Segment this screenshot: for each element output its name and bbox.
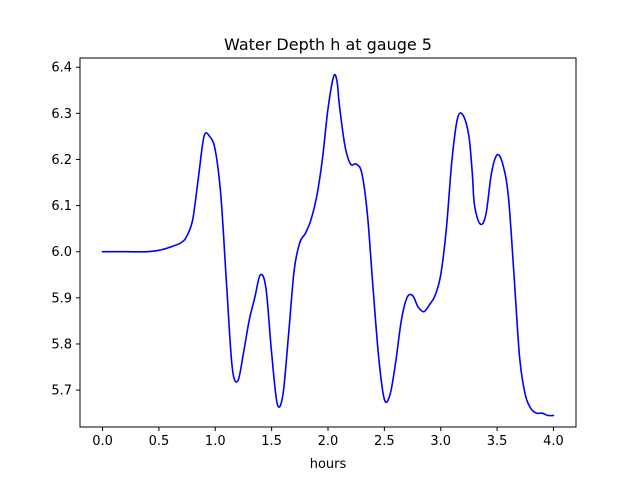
x-tick-label: 0.0 [92, 434, 113, 449]
x-tick-label: 2.5 [374, 434, 395, 449]
series-line [101, 73, 555, 417]
y-axis-ticks: 5.7 5.8 5.9 6.0 6.1 6.2 6.3 6.4 [51, 61, 80, 399]
y-tick-label: 6.4 [51, 61, 72, 76]
y-tick-label: 5.9 [51, 291, 72, 306]
x-tick-label: 1.5 [261, 434, 282, 449]
y-tick-label: 6.0 [51, 245, 72, 260]
x-tick-label: 3.5 [487, 434, 508, 449]
x-axis-ticks: 0.0 0.5 1.0 1.5 2.0 2.5 3.0 3.5 4.0 [92, 427, 564, 449]
y-tick-label: 6.3 [51, 107, 72, 122]
plot-area [80, 58, 576, 427]
x-tick-label: 4.0 [543, 434, 564, 449]
x-tick-label: 1.0 [205, 434, 226, 449]
plot-frame [79, 57, 577, 428]
y-tick-label: 5.8 [51, 337, 72, 352]
x-tick-label: 2.0 [318, 434, 339, 449]
chart-title: Water Depth h at gauge 5 [224, 35, 432, 54]
x-tick-label: 3.0 [430, 434, 451, 449]
y-tick-label: 6.1 [51, 199, 72, 214]
x-tick-label: 0.5 [149, 434, 170, 449]
line-layer [101, 73, 555, 417]
y-tick-label: 6.2 [51, 153, 72, 168]
y-tick-label: 5.7 [51, 384, 72, 399]
x-axis-label: hours [310, 457, 347, 472]
